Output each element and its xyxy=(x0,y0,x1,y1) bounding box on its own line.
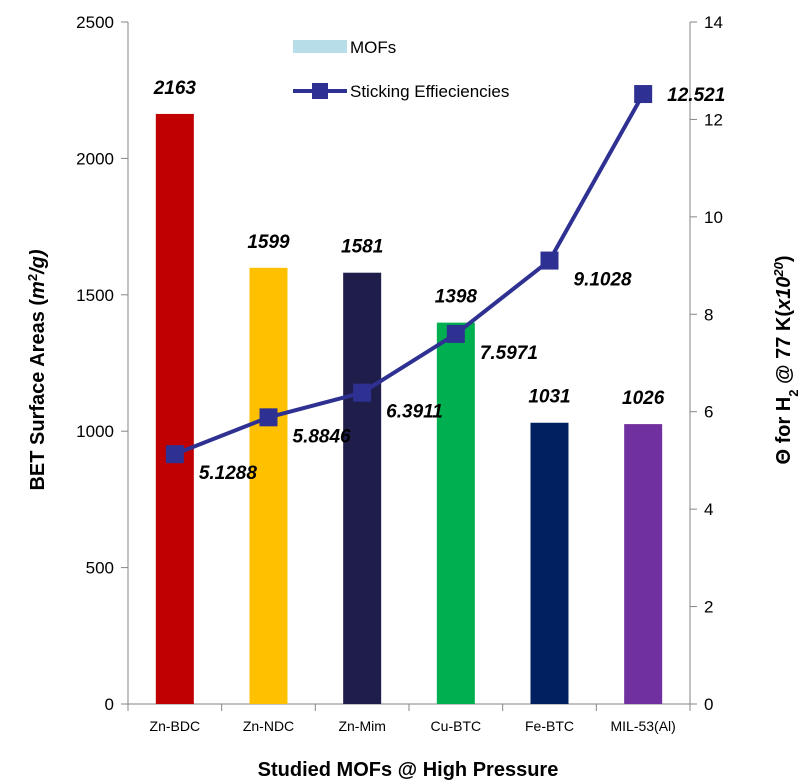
bar xyxy=(249,267,288,704)
x-tick-label: Cu-BTC xyxy=(431,718,482,734)
y-right-tick-label: 8 xyxy=(704,305,713,324)
line-data-label: 6.3911 xyxy=(386,402,443,423)
bar-data-label: 2163 xyxy=(153,78,197,99)
line-point-marker xyxy=(353,383,372,402)
y-left-tick-label: 1000 xyxy=(76,422,114,441)
axis-title-part: x10 xyxy=(773,277,795,311)
x-tick-label: Fe-BTC xyxy=(525,718,574,734)
line-point-marker xyxy=(165,445,184,464)
y-axis-left-title: BET Surface Areas (m2/g) xyxy=(25,249,50,490)
x-tick-label: Zn-NDC xyxy=(243,718,294,734)
x-tick-label: MIL-53(Al) xyxy=(610,718,675,734)
y-left-tick-label: 0 xyxy=(105,695,114,714)
y-right-tick-label: 4 xyxy=(704,500,713,519)
data-labels-group: 2163 1599 1581 1398 1031 1026 5.1288 5.8846 6.39… xyxy=(153,78,726,484)
line-series-group xyxy=(165,85,653,464)
axis-title-part: @ 77 K( xyxy=(773,310,795,390)
bar xyxy=(343,272,382,704)
line-point-marker xyxy=(634,85,653,104)
axis-title-part: BET Surface Areas ( xyxy=(27,299,49,491)
axis-title-part: 2 xyxy=(25,274,40,281)
y-right-tick-label: 12 xyxy=(704,110,723,129)
y-right-tick-label: 2 xyxy=(704,598,713,617)
axis-title-part: 2 xyxy=(786,390,801,397)
y-axis-right-title: Θ for H2 @ 77 K(x1020) xyxy=(771,255,801,464)
line-data-label: 5.1288 xyxy=(199,463,258,484)
x-tick-label: Zn-Mim xyxy=(338,718,385,734)
legend-marker-sticking xyxy=(312,83,328,99)
line-point-marker xyxy=(446,324,465,343)
bars-group xyxy=(155,113,663,705)
line-data-label: 9.1028 xyxy=(574,270,633,291)
legend-label-mofs: MOFs xyxy=(350,38,396,57)
bar xyxy=(624,424,663,704)
bar-data-label: 1026 xyxy=(622,388,665,409)
bar-data-label: 1581 xyxy=(341,237,383,258)
line-series-path xyxy=(174,93,645,457)
bar xyxy=(155,113,194,705)
line-data-label: 5.8846 xyxy=(293,426,352,447)
y-right-tick-label: 0 xyxy=(704,695,713,714)
y-left-tick-label: 2500 xyxy=(76,13,114,32)
bar xyxy=(530,422,569,704)
line-data-label: 12.521 xyxy=(667,85,725,106)
x-axis-title: Studied MOFs @ High Pressure xyxy=(258,759,559,781)
axis-title-part: m xyxy=(27,281,49,299)
y-left-tick-label: 1500 xyxy=(76,286,114,305)
y-right-tick-label: 10 xyxy=(704,208,723,227)
bar-data-label: 1599 xyxy=(247,232,290,253)
y-right-tick-label: 14 xyxy=(704,13,723,32)
axis-title-part: ) xyxy=(773,255,795,262)
line-data-label: 7.5971 xyxy=(480,343,538,364)
legend: MOFs Sticking Effieciencies xyxy=(293,38,509,101)
bar-data-label: 1398 xyxy=(435,287,478,308)
axis-title-part: 20 xyxy=(771,261,786,277)
bar xyxy=(436,322,475,704)
line-point-marker xyxy=(540,251,559,270)
line-point-marker xyxy=(259,408,278,427)
y-left-tick-label: 500 xyxy=(86,559,114,578)
legend-label-sticking: Sticking Effieciencies xyxy=(350,82,509,101)
y-right-tick-label: 6 xyxy=(704,403,713,422)
axis-title-part: Θ for H xyxy=(773,397,795,465)
y-left-tick-label: 2000 xyxy=(76,149,114,168)
legend-swatch-mofs xyxy=(293,40,347,53)
axes-group: 0 500 1000 1500 2000 2500 0 2 4 6 8 10 12 14 Zn-BDC Zn-… xyxy=(76,13,723,734)
axis-title-part: /g) xyxy=(27,249,49,275)
x-tick-label: Zn-BDC xyxy=(150,718,201,734)
bar-data-label: 1031 xyxy=(528,387,570,408)
